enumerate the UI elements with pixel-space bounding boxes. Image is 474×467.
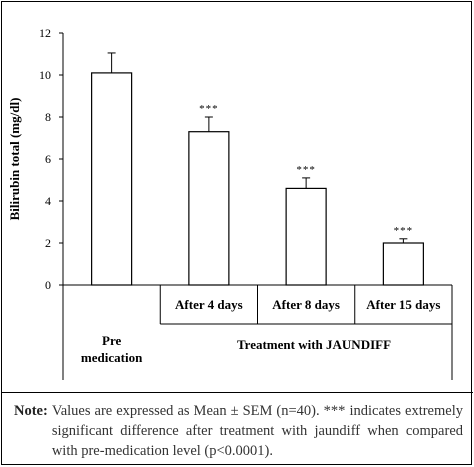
significance-marker: *** [296,164,316,176]
group-label-treatment: Treatment with JAUNDIFF [237,337,391,352]
note-text: Values are expressed as Mean ± SEM (n=40… [51,403,463,459]
x-tick-label-pre-medication: Pre [102,333,121,348]
x-tick-label: After 15 days [366,297,440,312]
y-tick-label: 8 [45,110,51,124]
x-tick-label: After 4 days [175,297,243,312]
note-label: Note: [14,403,48,419]
y-tick-label: 4 [45,194,51,208]
bar [382,242,424,286]
y-tick-label: 12 [39,26,51,40]
note-box: Note: Values are expressed as Mean ± SEM… [2,392,473,467]
x-tick-label: After 8 days [272,297,340,312]
y-tick-label: 6 [45,152,51,166]
y-tick-label: 2 [45,236,51,250]
bar [91,72,133,286]
bar [188,131,230,286]
bar [285,187,327,286]
bar-chart: 0 2 4 6 8 10 12 *** *** *** Pre medication After 4… [7,26,453,380]
y-tick-label: 10 [39,68,51,82]
y-tick-label: 0 [45,278,51,292]
significance-marker: *** [199,103,219,115]
x-tick-label-pre-medication: medication [81,350,143,365]
significance-marker: *** [394,225,414,237]
y-axis-label: Bilirubin total (mg/dl) [7,98,22,221]
